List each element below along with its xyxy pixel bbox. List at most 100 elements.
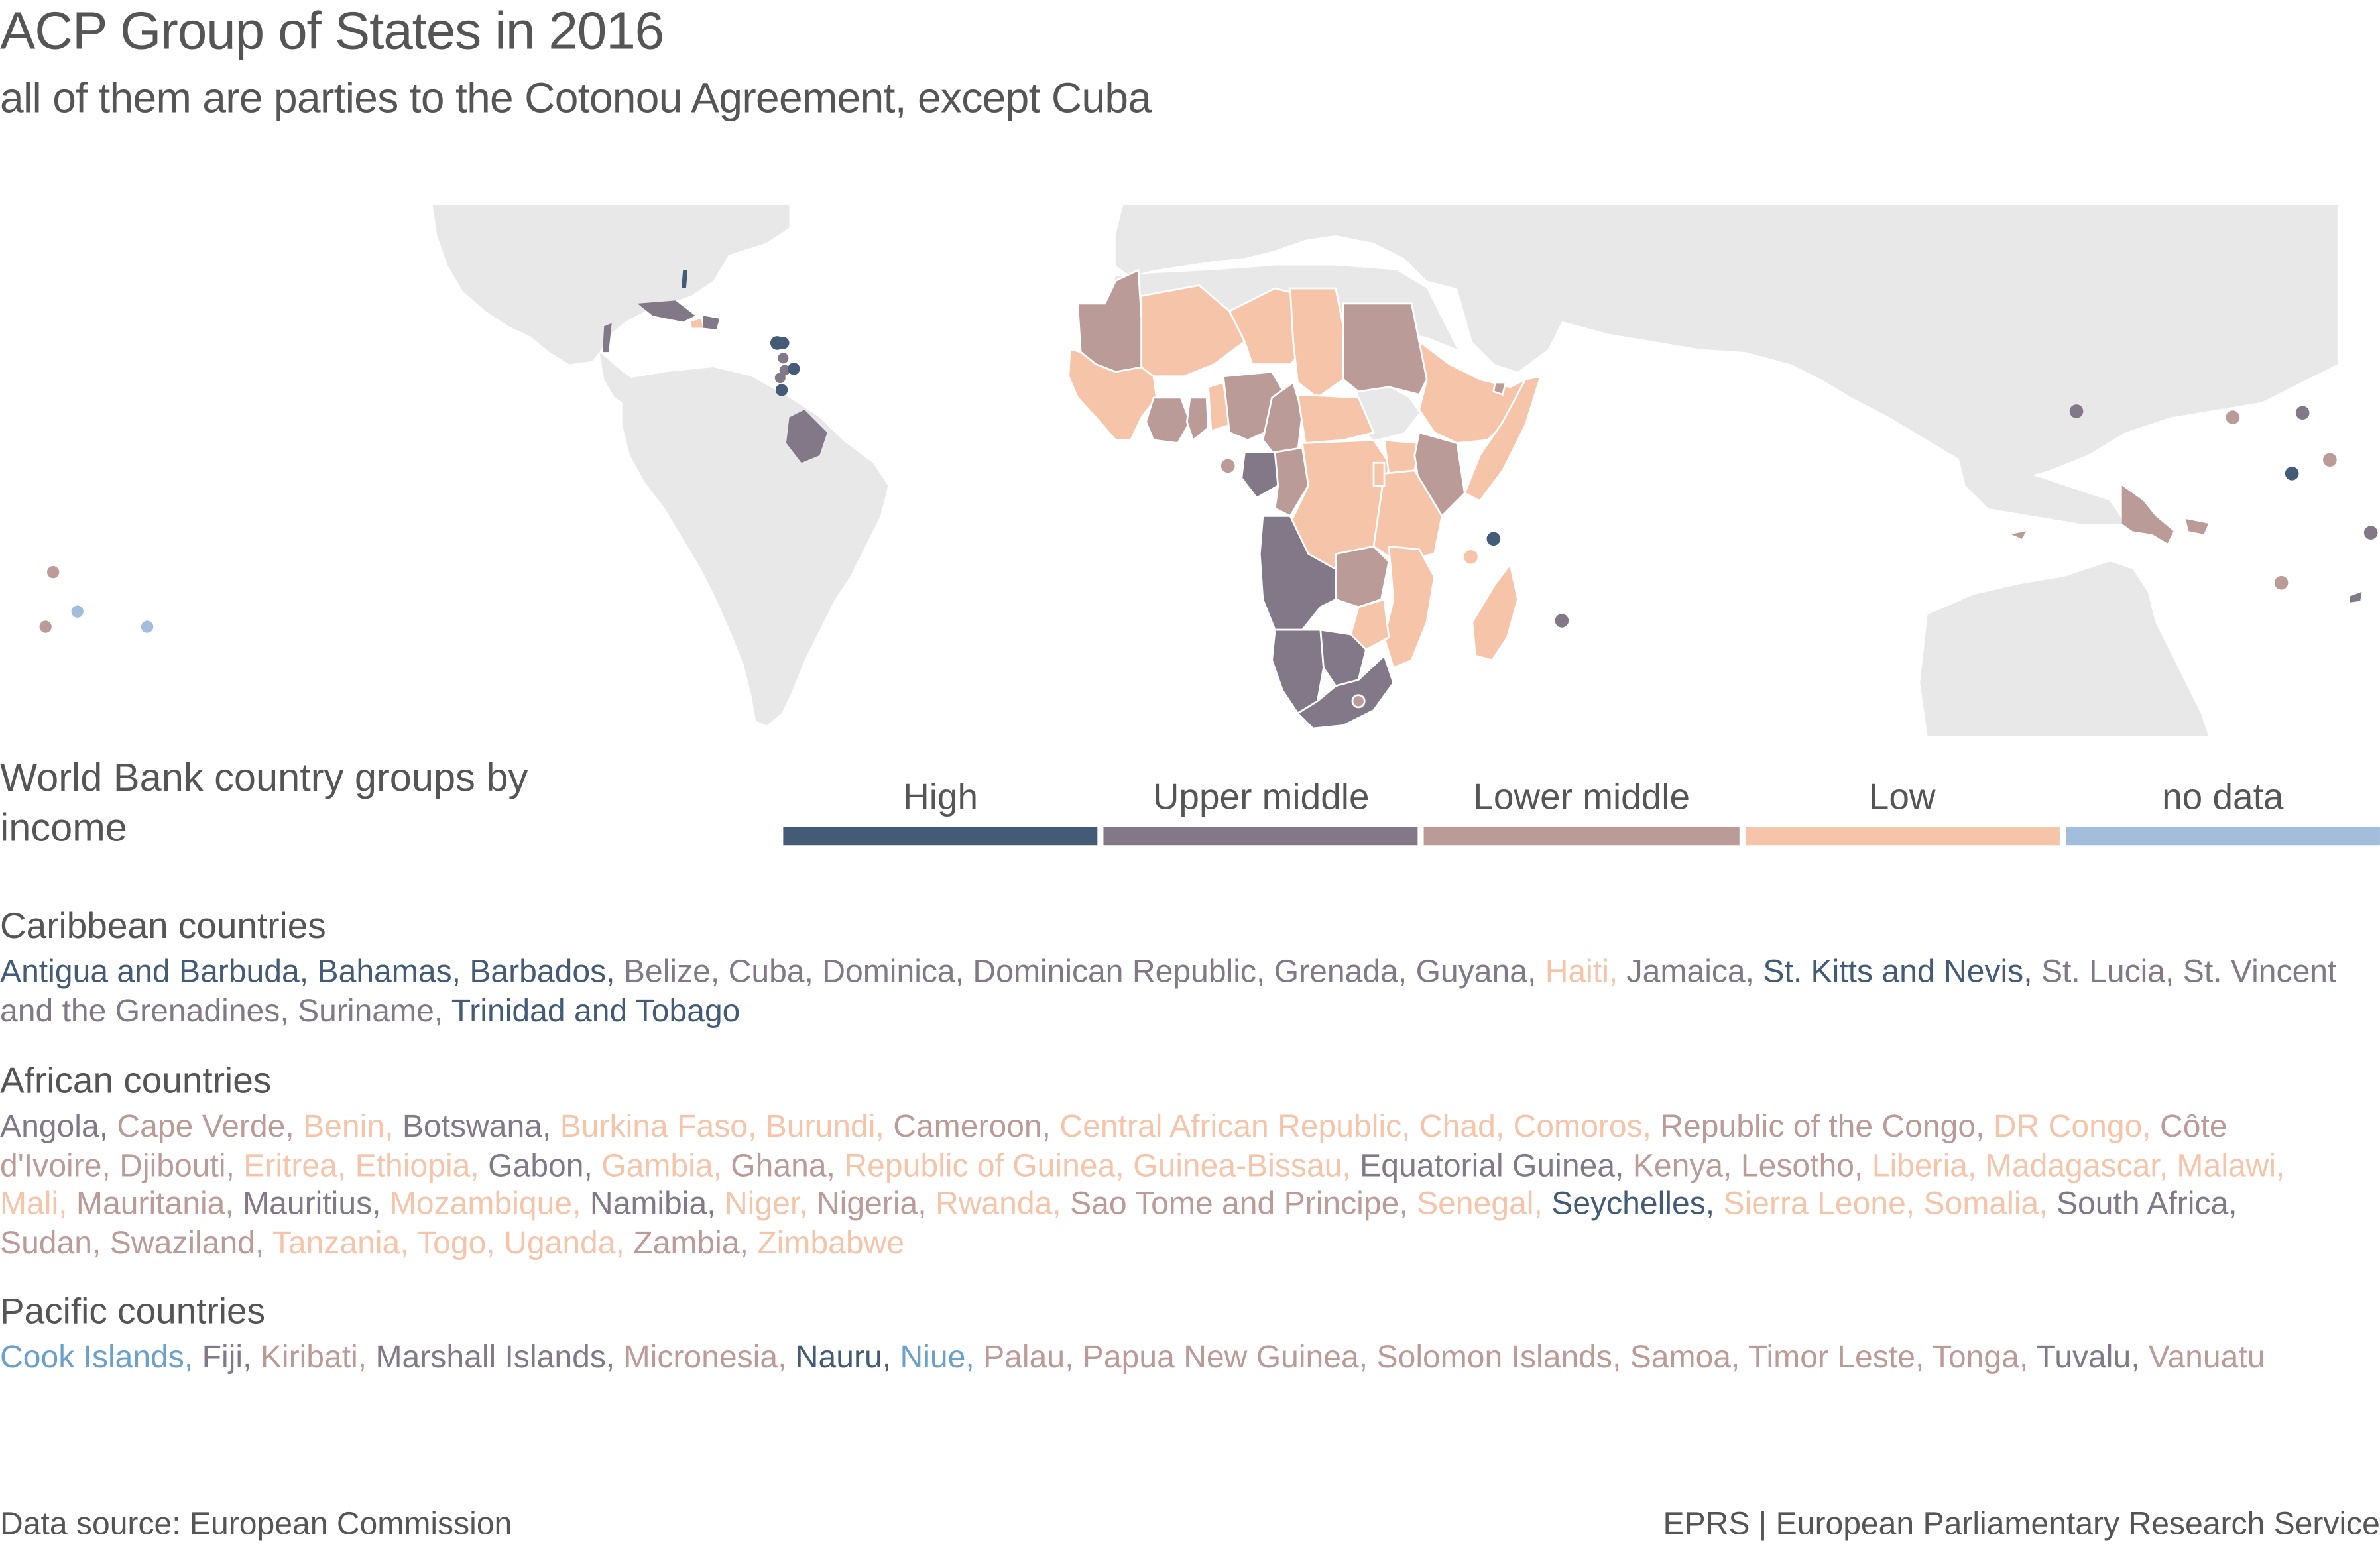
country-ghana bbox=[1185, 396, 1209, 442]
marker-st-kitts bbox=[777, 337, 790, 349]
data-source: Data source: European Commission bbox=[0, 1507, 512, 1542]
country-namibia bbox=[1271, 628, 1325, 715]
country-name: Haiti, bbox=[1545, 955, 1627, 990]
legend-label: Upper middle bbox=[1152, 777, 1370, 819]
pacific-section: Pacific countries Cook Islands, Fiji, Ki… bbox=[0, 1290, 2338, 1377]
country-name: Dominica, bbox=[822, 955, 973, 990]
country-name: Burkina Faso, bbox=[560, 1109, 766, 1145]
country-senegal-guinea bbox=[1067, 347, 1158, 441]
country-name: Benin, bbox=[303, 1109, 402, 1145]
country-name: Equatorial Guinea, bbox=[1360, 1148, 1633, 1183]
country-dominican-republic bbox=[703, 316, 720, 329]
marker-seychelles bbox=[1486, 532, 1501, 546]
country-madagascar bbox=[1471, 562, 1519, 662]
country-name: Somalia, bbox=[1923, 1187, 2056, 1222]
marker-sao-tome bbox=[1220, 459, 1235, 473]
legend-label: no data bbox=[2162, 777, 2284, 819]
country-cote-divoire bbox=[1145, 396, 1191, 445]
country-name: Uganda, bbox=[504, 1225, 634, 1261]
credit: EPRS | European Parliamentary Research S… bbox=[1663, 1507, 2380, 1542]
country-name: Eritrea, bbox=[243, 1148, 355, 1183]
country-car bbox=[1296, 393, 1375, 445]
country-name: Gambia, bbox=[601, 1148, 731, 1183]
country-name: Mauritius, bbox=[243, 1187, 390, 1222]
legend-item-no-data: no data bbox=[2065, 774, 2380, 847]
country-south-africa bbox=[1296, 654, 1395, 730]
country-timor-leste bbox=[2011, 531, 2027, 539]
country-name: Micronesia, bbox=[623, 1340, 796, 1375]
country-name: Guyana, bbox=[1415, 955, 1545, 990]
legend-swatch-high bbox=[783, 827, 1098, 846]
marker-trinidad bbox=[775, 384, 788, 396]
country-name: Belize, bbox=[623, 955, 729, 990]
country-name: Seychelles, bbox=[1551, 1187, 1724, 1222]
caribbean-countries bbox=[602, 270, 827, 463]
country-name: Tonga, bbox=[1932, 1340, 2037, 1375]
section-title: Caribbean countries bbox=[0, 905, 326, 947]
marker-nauru bbox=[2285, 467, 2299, 481]
country-list: Cook Islands, Fiji, Kiribati, Marshall I… bbox=[0, 1338, 2338, 1377]
country-name: Tanzania, bbox=[272, 1225, 418, 1261]
country-name: Cape Verde, bbox=[117, 1109, 304, 1145]
country-name: Guinea-Bissau, bbox=[1133, 1148, 1360, 1183]
country-name: Nigeria, bbox=[816, 1187, 935, 1222]
country-name: Zambia, bbox=[633, 1225, 758, 1261]
marker-barbados bbox=[788, 363, 800, 375]
marker-comoros bbox=[1464, 550, 1478, 564]
country-name: DR Congo, bbox=[1993, 1109, 2161, 1145]
country-sudan bbox=[1342, 302, 1436, 396]
country-name: Mozambique, bbox=[389, 1187, 590, 1222]
country-name: Kiribati, bbox=[260, 1340, 376, 1375]
country-name: Sierra Leone, bbox=[1723, 1187, 1924, 1222]
country-name: St. Vincent and the Grenadines, bbox=[0, 955, 2337, 1029]
country-name: Cuba, bbox=[728, 955, 823, 990]
country-name: Togo, bbox=[417, 1225, 505, 1261]
country-name: Namibia, bbox=[589, 1187, 725, 1222]
legend-label: High bbox=[903, 777, 979, 819]
legend-swatch-low bbox=[1745, 827, 2060, 846]
country-name: Liberia, bbox=[1872, 1148, 1986, 1183]
country-name: Trinidad and Tobago bbox=[451, 993, 741, 1029]
country-gabon bbox=[1240, 451, 1279, 499]
country-name: Madagascar, bbox=[1985, 1148, 2177, 1183]
page-subtitle: all of them are parties to the Cotonou A… bbox=[0, 74, 1152, 122]
country-name: Antigua and Barbuda, bbox=[0, 955, 318, 990]
legend-item-upper-middle: Upper middle bbox=[1103, 774, 1419, 847]
country-lesotho bbox=[1351, 694, 1366, 709]
country-cuba bbox=[637, 300, 695, 322]
country-name: St. Lucia, bbox=[2041, 955, 2183, 990]
legend-item-lower-middle: Lower middle bbox=[1424, 774, 1739, 847]
country-name: Mali, bbox=[0, 1187, 76, 1222]
country-name: Barbados, bbox=[469, 955, 624, 990]
country-name: Rwanda, bbox=[935, 1187, 1071, 1222]
country-somalia bbox=[1463, 375, 1542, 502]
country-name: Cameroon, bbox=[893, 1109, 1060, 1145]
legend-item-low: Low bbox=[1745, 774, 2060, 847]
country-name: Samoa, bbox=[1630, 1340, 1748, 1375]
income-legend: High Upper middle Lower middle Low no da… bbox=[783, 774, 2380, 847]
country-name: Tuvalu, bbox=[2036, 1340, 2149, 1375]
country-rwanda-burundi bbox=[1372, 461, 1386, 487]
country-name: Jamaica, bbox=[1626, 955, 1763, 990]
island-markers bbox=[39, 404, 2378, 633]
country-mozambique bbox=[1383, 545, 1436, 669]
country-papua-new-guinea bbox=[2121, 485, 2174, 544]
marker-mauritius bbox=[1555, 614, 1569, 628]
country-name: Gabon, bbox=[488, 1148, 602, 1183]
country-guyana-suriname bbox=[786, 410, 827, 463]
country-name: Kenya, bbox=[1632, 1148, 1741, 1183]
legend-swatch-upper-middle bbox=[1103, 827, 1419, 846]
marker-tonga bbox=[39, 620, 52, 633]
country-name: Grenada, bbox=[1274, 955, 1416, 990]
country-name: Timor Leste, bbox=[1748, 1340, 1933, 1375]
country-name: Ethiopia, bbox=[355, 1148, 489, 1183]
legend-item-high: High bbox=[783, 774, 1098, 847]
legend-swatch-no-data bbox=[2065, 827, 2380, 846]
country-name: Chad, bbox=[1419, 1109, 1514, 1145]
country-name: Niger, bbox=[724, 1187, 817, 1222]
country-name: Sao Tome and Principe, bbox=[1070, 1187, 1417, 1222]
country-name: Marshall Islands, bbox=[375, 1340, 624, 1375]
country-name: Lesotho, bbox=[1740, 1148, 1872, 1183]
section-title: African countries bbox=[0, 1061, 272, 1102]
marker-vanuatu bbox=[2274, 575, 2289, 590]
